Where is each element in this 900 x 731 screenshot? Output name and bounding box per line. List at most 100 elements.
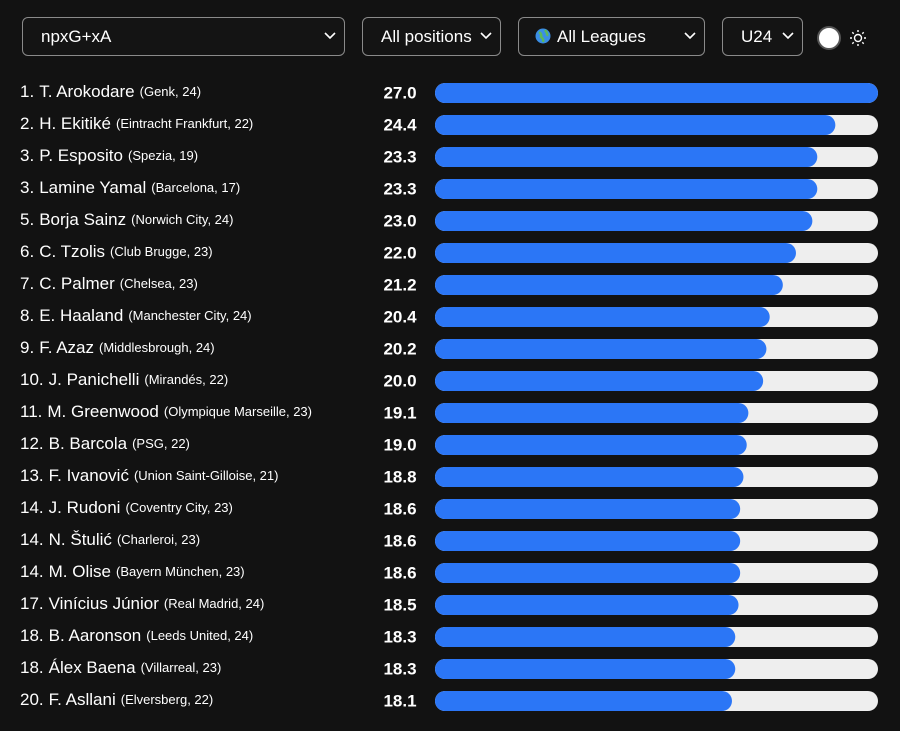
rank: 14. bbox=[20, 498, 44, 517]
value-label: 23.0 bbox=[383, 211, 416, 230]
value-label: 18.3 bbox=[383, 627, 416, 646]
bar bbox=[435, 115, 836, 135]
rank: 8. bbox=[20, 306, 34, 325]
player-label: 17. Vinícius Júnior (Real Madrid, 24) bbox=[20, 594, 264, 613]
value-label: 19.1 bbox=[383, 403, 416, 422]
position-select[interactable]: All positions bbox=[362, 17, 501, 56]
bar bbox=[435, 403, 749, 423]
value-label: 18.6 bbox=[383, 563, 416, 582]
value-label: 20.4 bbox=[383, 307, 417, 326]
bar bbox=[435, 691, 732, 711]
player-name: F. Ivanović bbox=[49, 466, 130, 485]
player-name: Lamine Yamal bbox=[39, 178, 146, 197]
value-label: 18.6 bbox=[383, 531, 416, 550]
player-label: 18. Álex Baena (Villarreal, 23) bbox=[20, 658, 221, 677]
player-name: C. Tzolis bbox=[39, 242, 105, 261]
globe-icon bbox=[535, 28, 551, 44]
value-label: 23.3 bbox=[383, 147, 416, 166]
player-label: 7. C. Palmer (Chelsea, 23) bbox=[20, 274, 198, 293]
bar bbox=[435, 179, 818, 199]
player-name: J. Rudoni bbox=[49, 498, 121, 517]
rank: 7. bbox=[20, 274, 34, 293]
sun-icon bbox=[850, 30, 866, 46]
player-detail: (Eintracht Frankfurt, 22) bbox=[116, 116, 253, 131]
player-name: B. Barcola bbox=[49, 434, 128, 453]
player-detail: (Bayern München, 23) bbox=[116, 564, 245, 579]
league-select[interactable]: All Leagues bbox=[518, 17, 705, 56]
player-name: H. Ekitiké bbox=[39, 114, 111, 133]
player-label: 14. N. Štulić (Charleroi, 23) bbox=[20, 530, 200, 549]
player-detail: (PSG, 22) bbox=[132, 436, 190, 451]
player-label: 10. J. Panichelli (Mirandés, 22) bbox=[20, 370, 228, 389]
player-name: Álex Baena bbox=[49, 658, 136, 677]
player-detail: (Genk, 24) bbox=[140, 84, 201, 99]
player-label: 5. Borja Sainz (Norwich City, 24) bbox=[20, 210, 233, 229]
player-detail: (Chelsea, 23) bbox=[120, 276, 198, 291]
player-detail: (Barcelona, 17) bbox=[151, 180, 240, 195]
player-label: 9. F. Azaz (Middlesbrough, 24) bbox=[20, 338, 215, 357]
value-label: 18.8 bbox=[383, 467, 416, 486]
player-name: T. Arokodare bbox=[39, 82, 134, 101]
ranking-chart: 1. T. Arokodare (Genk, 24) 27.0 2. H. Ekitiké… bbox=[20, 82, 878, 711]
rank: 3. bbox=[20, 146, 34, 165]
position-label: All positions bbox=[381, 27, 472, 46]
rank: 17. bbox=[20, 594, 44, 613]
bar bbox=[435, 627, 736, 647]
rank: 1. bbox=[20, 82, 34, 101]
player-label: 8. E. Haaland (Manchester City, 24) bbox=[20, 306, 252, 325]
player-detail: (Norwich City, 24) bbox=[131, 212, 233, 227]
value-label: 27.0 bbox=[383, 83, 416, 102]
chevron bbox=[782, 32, 794, 40]
rank: 2. bbox=[20, 114, 34, 133]
player-label: 20. F. Asllani (Elversberg, 22) bbox=[20, 690, 213, 709]
bar bbox=[435, 563, 741, 583]
bar bbox=[435, 275, 783, 295]
player-name: F. Azaz bbox=[39, 338, 94, 357]
chevron bbox=[684, 32, 696, 40]
rank: 14. bbox=[20, 562, 44, 581]
value-label: 18.6 bbox=[383, 499, 416, 518]
metric-select[interactable]: npxG+xA bbox=[22, 17, 345, 56]
toggle-knob bbox=[817, 26, 841, 50]
bar bbox=[435, 339, 767, 359]
player-name: J. Panichelli bbox=[49, 370, 140, 389]
bar bbox=[435, 659, 736, 679]
player-label: 12. B. Barcola (PSG, 22) bbox=[20, 434, 190, 453]
player-detail: (Coventry City, 23) bbox=[125, 500, 232, 515]
rank: 13. bbox=[20, 466, 44, 485]
player-detail: (Middlesbrough, 24) bbox=[99, 340, 215, 355]
player-detail: (Spezia, 19) bbox=[128, 148, 198, 163]
player-name: F. Asllani bbox=[49, 690, 116, 709]
value-label: 18.5 bbox=[383, 595, 416, 614]
value-label: 22.0 bbox=[383, 243, 416, 262]
bar bbox=[435, 499, 741, 519]
player-detail: (Olympique Marseille, 23) bbox=[164, 404, 312, 419]
player-detail: (Charleroi, 23) bbox=[117, 532, 200, 547]
player-label: 13. F. Ivanović (Union Saint-Gilloise, 21) bbox=[20, 466, 278, 485]
value-label: 18.3 bbox=[383, 659, 416, 678]
player-name: Vinícius Júnior bbox=[49, 594, 160, 613]
rank: 20. bbox=[20, 690, 44, 709]
player-detail: (Elversberg, 22) bbox=[121, 692, 213, 707]
player-label: 3. P. Esposito (Spezia, 19) bbox=[20, 146, 198, 165]
rank: 10. bbox=[20, 370, 44, 389]
bar bbox=[435, 243, 796, 263]
age-select[interactable]: U24 bbox=[722, 17, 803, 56]
league-label: All Leagues bbox=[557, 27, 646, 46]
player-name: E. Haaland bbox=[39, 306, 123, 325]
value-label: 21.2 bbox=[383, 275, 416, 294]
rank: 6. bbox=[20, 242, 34, 261]
rank: 12. bbox=[20, 434, 44, 453]
player-name: C. Palmer bbox=[39, 274, 115, 293]
bar bbox=[435, 147, 818, 167]
value-label: 18.1 bbox=[383, 691, 416, 710]
bar bbox=[435, 595, 739, 615]
player-label: 11. M. Greenwood (Olympique Marseille, 23) bbox=[20, 402, 312, 421]
value-label: 24.4 bbox=[383, 115, 417, 134]
player-label: 1. T. Arokodare (Genk, 24) bbox=[20, 82, 201, 101]
player-detail: (Club Brugge, 23) bbox=[110, 244, 213, 259]
player-label: 3. Lamine Yamal (Barcelona, 17) bbox=[20, 178, 240, 197]
theme-toggle[interactable] bbox=[816, 25, 872, 51]
player-label: 14. M. Olise (Bayern München, 23) bbox=[20, 562, 245, 581]
bar bbox=[435, 531, 741, 551]
